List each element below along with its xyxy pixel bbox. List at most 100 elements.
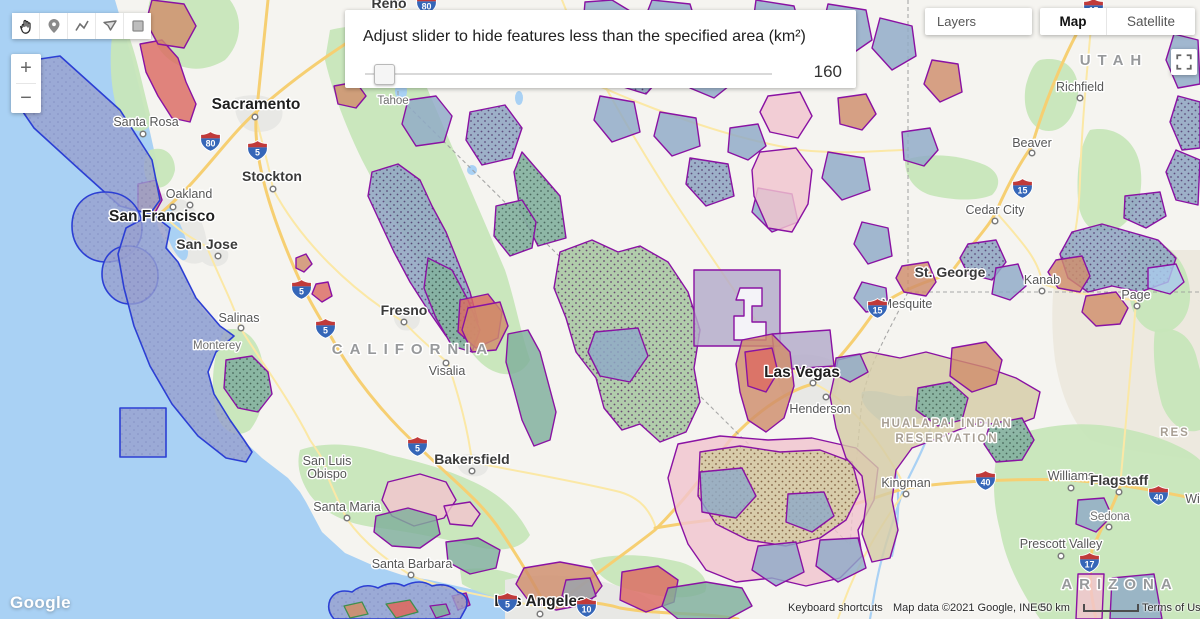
protected-area[interactable]: [461, 301, 509, 353]
city-label: Flagstaff: [1090, 472, 1149, 488]
protected-area[interactable]: [1075, 497, 1113, 533]
city-dot: [1115, 488, 1123, 496]
city-dot: [343, 514, 351, 522]
protected-area[interactable]: [445, 537, 501, 575]
rectangle-tool-button[interactable]: [124, 13, 151, 39]
slider-handle[interactable]: [374, 64, 395, 85]
protected-area[interactable]: [587, 327, 649, 383]
interstate-shield: 5: [497, 592, 518, 613]
map-type-map-button[interactable]: Map: [1059, 14, 1087, 29]
slider-value: 160: [813, 62, 842, 81]
protected-area[interactable]: [815, 537, 867, 583]
interstate-shield: 40: [975, 470, 996, 491]
plus-icon: +: [20, 57, 32, 79]
protected-area[interactable]: [1047, 255, 1091, 293]
protected-area[interactable]: [959, 239, 1007, 281]
protected-area[interactable]: [751, 541, 805, 587]
map-type-satellite-button[interactable]: Satellite: [1126, 14, 1176, 29]
fullscreen-button[interactable]: [1171, 49, 1197, 75]
google-logo[interactable]: Google: [10, 593, 71, 612]
keyboard-shortcuts-link[interactable]: Keyboard shortcuts: [788, 602, 883, 614]
city-dot: [1133, 302, 1141, 310]
terms-of-use-link[interactable]: Terms of Use: [1142, 602, 1200, 614]
region-label: HUALAPAI INDIAN: [881, 418, 1012, 430]
interstate-shield: 40: [1148, 485, 1169, 506]
svg-text:15: 15: [1018, 186, 1028, 196]
protected-area[interactable]: [991, 263, 1027, 301]
protected-area[interactable]: [1169, 95, 1200, 151]
zoom-in-button[interactable]: +: [11, 54, 41, 83]
protected-area[interactable]: [223, 355, 273, 413]
svg-text:5: 5: [323, 326, 328, 336]
interstate-shield: 5: [315, 318, 336, 339]
protected-area[interactable]: [505, 329, 557, 447]
city-dot: [214, 252, 222, 260]
protected-area[interactable]: [401, 95, 453, 147]
protected-area[interactable]: [744, 347, 779, 393]
polygon-tool-button[interactable]: [96, 13, 124, 39]
ocean-overlay[interactable]: [11, 55, 161, 215]
protected-area[interactable]: [895, 261, 937, 297]
protected-area[interactable]: [759, 91, 813, 139]
protected-area[interactable]: [727, 123, 767, 161]
protected-area[interactable]: [699, 467, 757, 519]
protected-area[interactable]: [983, 417, 1035, 463]
slider-track[interactable]: [365, 64, 772, 85]
protected-area[interactable]: [1165, 149, 1200, 206]
protected-area[interactable]: [923, 59, 963, 103]
pan-tool-button[interactable]: [12, 13, 40, 39]
protected-area[interactable]: [785, 491, 835, 533]
protected-area[interactable]: [593, 95, 641, 143]
protected-area[interactable]: [821, 151, 871, 201]
layers-button[interactable]: Layers: [925, 8, 1032, 35]
protected-area[interactable]: [661, 581, 753, 619]
protected-area[interactable]: [1081, 291, 1129, 327]
svg-text:10: 10: [582, 605, 592, 615]
region-label: RESERVATION: [895, 433, 998, 445]
island[interactable]: [343, 601, 369, 619]
protected-area[interactable]: [949, 341, 1003, 393]
protected-area[interactable]: [465, 104, 523, 166]
island[interactable]: [429, 603, 451, 619]
interstate-shield: 15: [867, 298, 888, 319]
protected-area[interactable]: [837, 93, 877, 131]
fullscreen-icon: [1176, 54, 1192, 70]
polyline-tool-button[interactable]: [68, 13, 96, 39]
protected-area[interactable]: [1109, 573, 1163, 619]
protected-area[interactable]: [685, 157, 735, 207]
city-dot: [991, 217, 999, 225]
ocean-overlay[interactable]: [117, 213, 253, 463]
island[interactable]: [385, 599, 419, 619]
city-label: San Jose: [176, 236, 238, 252]
protected-area[interactable]: [833, 353, 869, 383]
city-label: Prescott Valley: [1020, 537, 1103, 551]
protected-area[interactable]: [443, 501, 481, 527]
city-label: Cedar City: [965, 203, 1025, 217]
interstate-shield: 15: [1012, 178, 1033, 199]
protected-area[interactable]: [1147, 263, 1185, 295]
city-dot: [468, 467, 476, 475]
map-type-control: Map Satellite: [1040, 8, 1195, 35]
protected-area[interactable]: [1123, 191, 1167, 229]
map-data-attribution: Map data ©2021 Google, INEGI: [893, 602, 1050, 614]
zoom-out-button[interactable]: −: [11, 84, 41, 113]
protected-area[interactable]: [311, 281, 333, 303]
protected-area[interactable]: [373, 507, 441, 549]
city-label: Sedona: [1090, 511, 1130, 523]
protected-area[interactable]: [871, 17, 917, 71]
protected-area[interactable]: [653, 111, 701, 157]
ocean-overlay[interactable]: [119, 407, 167, 458]
protected-area[interactable]: [295, 253, 313, 273]
marker-tool-button[interactable]: [40, 13, 68, 39]
protected-area[interactable]: [915, 381, 969, 427]
protected-area[interactable]: [139, 39, 197, 123]
protected-area[interactable]: [751, 147, 813, 233]
hand-icon: [19, 19, 31, 34]
protected-area[interactable]: [493, 199, 537, 257]
city-label: Beaver: [1012, 136, 1052, 150]
protected-area[interactable]: [901, 127, 939, 167]
protected-area[interactable]: [853, 221, 893, 265]
city-dot: [186, 201, 194, 209]
svg-text:17: 17: [1085, 560, 1095, 570]
